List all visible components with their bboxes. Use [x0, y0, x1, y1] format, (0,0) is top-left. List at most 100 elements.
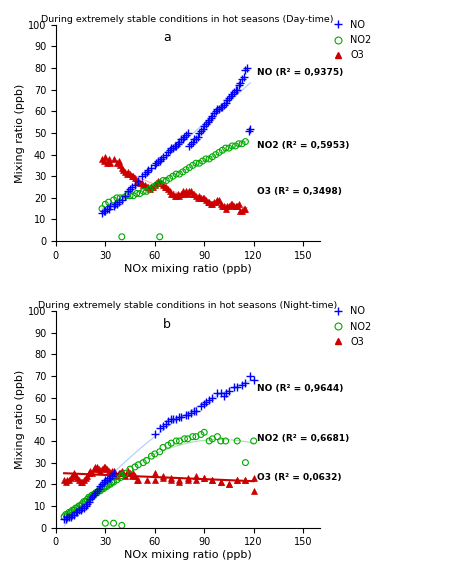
Point — [166, 174, 173, 183]
Point — [154, 156, 162, 166]
Point — [173, 141, 180, 151]
Point — [156, 447, 164, 457]
Point — [90, 490, 98, 500]
Point — [217, 389, 225, 398]
Point — [192, 406, 200, 415]
Point — [250, 486, 257, 495]
Point — [107, 469, 114, 478]
Point — [199, 156, 206, 166]
Point — [191, 406, 198, 415]
Point — [167, 473, 175, 482]
Point — [220, 100, 228, 109]
Point — [143, 476, 150, 485]
Point — [181, 133, 188, 142]
Point — [118, 196, 126, 205]
Point — [60, 512, 68, 522]
Point — [184, 411, 191, 420]
Point — [75, 476, 83, 485]
Point — [136, 178, 144, 187]
Point — [246, 124, 254, 133]
Point — [220, 202, 228, 211]
Point — [135, 460, 142, 469]
Point — [118, 163, 126, 172]
Point — [72, 508, 80, 517]
Point — [209, 152, 216, 162]
Point — [128, 471, 136, 480]
Point — [128, 171, 136, 181]
Point — [156, 178, 164, 187]
Point — [93, 462, 101, 471]
Point — [176, 476, 183, 485]
Point — [176, 413, 183, 422]
Text: NO (R² = 0,9644): NO (R² = 0,9644) — [257, 384, 343, 393]
Point — [235, 200, 243, 209]
Point — [118, 471, 126, 480]
Point — [98, 484, 106, 493]
Point — [91, 462, 99, 471]
Point — [146, 185, 154, 194]
Point — [101, 200, 109, 209]
Point — [189, 137, 196, 146]
Point — [228, 141, 236, 151]
Point — [108, 471, 116, 480]
Point — [181, 189, 188, 198]
Point — [121, 191, 129, 200]
Point — [159, 473, 167, 482]
Point — [238, 139, 246, 148]
Point — [243, 63, 251, 72]
Point — [233, 382, 241, 392]
Point — [118, 232, 126, 242]
Point — [65, 508, 73, 517]
Point — [242, 378, 249, 387]
Point — [219, 202, 226, 211]
Point — [225, 480, 233, 489]
Point — [240, 204, 247, 213]
Point — [111, 200, 119, 209]
Point — [64, 510, 71, 519]
Point — [205, 198, 213, 207]
Point — [159, 176, 167, 185]
Point — [184, 128, 191, 137]
Point — [199, 193, 206, 202]
Point — [212, 198, 219, 207]
Point — [163, 150, 170, 159]
Point — [87, 494, 94, 504]
Point — [205, 116, 213, 125]
Point — [141, 181, 149, 190]
Point — [159, 471, 167, 480]
Point — [139, 187, 147, 196]
Point — [169, 189, 177, 198]
Point — [88, 469, 96, 478]
Point — [214, 105, 221, 114]
Point — [113, 159, 121, 168]
Point — [75, 505, 83, 515]
Point — [225, 480, 233, 489]
Text: O3 (R² = 0,3498): O3 (R² = 0,3498) — [257, 186, 342, 196]
Point — [70, 510, 78, 519]
Point — [126, 191, 134, 200]
Point — [105, 154, 112, 163]
Point — [105, 204, 112, 213]
Point — [103, 159, 111, 168]
Point — [174, 189, 182, 198]
Point — [177, 135, 185, 144]
Point — [101, 206, 109, 216]
Point — [129, 191, 137, 200]
Point — [62, 514, 70, 523]
Point — [97, 486, 104, 495]
Point — [182, 165, 190, 174]
Point — [105, 480, 112, 489]
Point — [65, 512, 73, 522]
Point — [119, 193, 127, 202]
Point — [227, 200, 234, 209]
Point — [250, 376, 257, 385]
Point — [192, 159, 200, 168]
Point — [77, 477, 84, 486]
Point — [80, 504, 88, 513]
Point — [143, 182, 150, 191]
Title: During extremely stable conditions in hot seasons (Night-time): During extremely stable conditions in ho… — [38, 301, 337, 310]
Point — [151, 181, 159, 190]
Point — [177, 189, 185, 198]
Point — [192, 476, 200, 485]
Point — [87, 467, 94, 476]
